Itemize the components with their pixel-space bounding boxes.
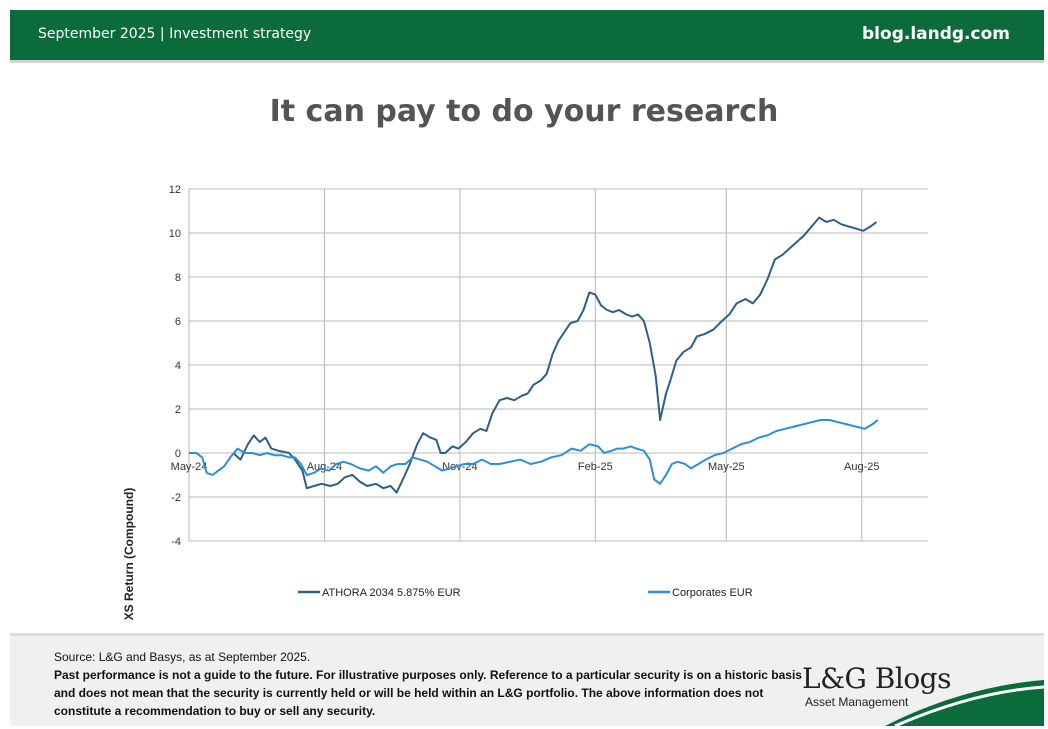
y-tick-label: -4 — [171, 536, 181, 548]
disclaimer-text: Past performance is not a guide to the f… — [54, 668, 802, 718]
x-tick-label: Aug-25 — [844, 461, 879, 473]
x-tick-label: Feb-25 — [578, 461, 613, 473]
header-bar: September 2025 | Investment strategy blo… — [10, 10, 1044, 60]
header-site-link[interactable]: blog.landg.com — [862, 24, 1010, 44]
y-axis-ticks: -4 -2 0 2 4 6 8 10 12 — [169, 184, 181, 548]
brand-logo-text: L&G Blogs — [802, 662, 951, 695]
series-line — [189, 419, 879, 485]
x-axis-ticks: May-24 Aug-24 Nov-24 Feb-25 May-25 Aug-25 — [171, 461, 880, 473]
y-tick-label: 0 — [175, 448, 181, 460]
series-line — [232, 216, 878, 494]
y-tick-label: 2 — [175, 404, 181, 416]
x-tick-label: Aug-24 — [307, 461, 342, 473]
legend-label: ATHORA 2034 5.875% EUR — [322, 587, 461, 599]
footer-panel: Source: L&G and Basys, as at September 2… — [10, 636, 1044, 726]
header-section-label: September 2025 | Investment strategy — [38, 26, 312, 42]
y-tick-label: 8 — [175, 272, 181, 284]
x-tick-label: May-25 — [708, 461, 745, 473]
header-divider — [10, 60, 1044, 63]
brand-subtitle: Asset Management — [805, 695, 909, 709]
brand-swoosh-graphic — [885, 680, 1044, 726]
y-tick-label: 6 — [175, 316, 181, 328]
y-tick-label: 12 — [169, 184, 181, 196]
legend-label: Corporates EUR — [672, 587, 753, 599]
page-title: It can pay to do your research — [269, 94, 779, 129]
chart-grid — [188, 188, 928, 542]
footer-divider — [10, 633, 1044, 637]
y-tick-label: 10 — [169, 228, 181, 240]
y-tick-label: -2 — [171, 492, 181, 504]
source-note: Source: L&G and Basys, as at September 2… — [54, 650, 311, 664]
chart-legend: ATHORA 2034 5.875% EUR Corporates EUR — [298, 587, 753, 599]
chart-series — [189, 216, 879, 494]
x-tick-label: Nov-24 — [442, 461, 477, 473]
y-axis-label: XS Return (Compound) — [122, 488, 136, 620]
y-tick-label: 4 — [175, 360, 181, 372]
x-tick-label: May-24 — [171, 461, 208, 473]
